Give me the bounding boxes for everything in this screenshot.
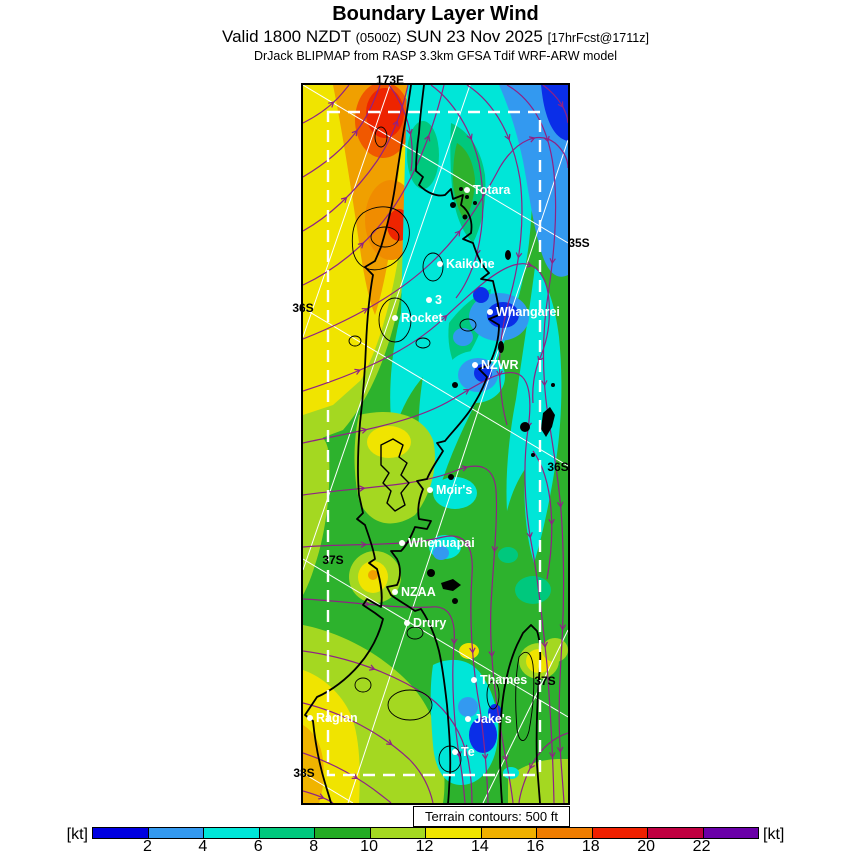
colorbar-tick: 2 xyxy=(142,838,152,855)
colorbar-segment xyxy=(592,828,648,838)
stream-arrow xyxy=(386,739,393,746)
stream-arrow xyxy=(557,501,564,509)
colorbar-segment xyxy=(481,828,537,838)
colorbar-tick: 10 xyxy=(360,838,378,855)
stream-arrow xyxy=(424,134,431,142)
stream-arrow xyxy=(351,773,359,780)
colorbar-segment xyxy=(204,828,260,838)
stream-arrow xyxy=(491,546,499,553)
valid-zulu: (0500Z) xyxy=(355,30,402,45)
stream-arrow xyxy=(357,242,365,249)
colorbar-segment xyxy=(648,828,704,838)
stream-arrow xyxy=(340,196,348,204)
colorbar-tick: 16 xyxy=(526,838,545,855)
stream-arrow xyxy=(360,541,367,548)
stream-arrow xyxy=(515,252,523,259)
wind-map xyxy=(301,83,570,805)
stream-arrow xyxy=(461,465,469,472)
graticule-lines xyxy=(303,85,568,803)
stream-arrow xyxy=(354,368,361,375)
forecast-cycle: [17hrFcst@1711z] xyxy=(547,31,649,45)
stream-arrow xyxy=(461,744,468,752)
colorbar-segment xyxy=(426,828,482,838)
stream-arrow xyxy=(556,746,564,754)
islands xyxy=(427,187,555,604)
stream-arrow xyxy=(361,427,368,434)
stream-arrow xyxy=(548,518,555,526)
wind-map-canvas xyxy=(303,85,568,803)
stream-arrow xyxy=(392,119,399,127)
stream-arrow xyxy=(557,101,564,108)
wind-field xyxy=(303,85,568,803)
stream-arrow xyxy=(559,624,567,631)
stream-arrow xyxy=(543,135,550,143)
stream-arrow xyxy=(328,101,335,108)
colorbar-segment xyxy=(259,828,315,838)
colorbar-unit-right: [kt] xyxy=(763,826,785,843)
stream-arrow xyxy=(504,133,511,141)
colorbar-segment xyxy=(93,828,149,838)
stream-arrow xyxy=(481,753,489,761)
stream-arrow xyxy=(369,664,376,671)
stream-arrow xyxy=(526,261,533,268)
colorbar-tick: 22 xyxy=(692,838,711,855)
valid-time-line: Valid 1800 NZDT (0500Z) SUN 23 Nov 2025 … xyxy=(110,27,761,48)
stream-arrow xyxy=(496,370,503,377)
stream-arrow xyxy=(502,754,509,762)
stream-arrow xyxy=(528,136,536,143)
colorbar-segment xyxy=(537,828,593,838)
colorbar-tick: 20 xyxy=(637,838,656,855)
stream-arrow xyxy=(463,388,470,395)
page-title: Boundary Layer Wind xyxy=(332,3,539,25)
colorbar-segment xyxy=(703,828,758,838)
colorbar-segment xyxy=(148,828,204,838)
stream-arrow xyxy=(351,129,358,137)
colorbar-unit-left: [kt] xyxy=(66,826,88,843)
stream-arrow xyxy=(441,314,448,322)
stream-arrow xyxy=(361,308,369,314)
colorbar-tick: 14 xyxy=(471,838,489,855)
coastline xyxy=(304,85,542,803)
colorbar-tick: 4 xyxy=(198,838,208,855)
colorbar-tick: 12 xyxy=(415,838,434,855)
stream-arrow xyxy=(541,380,548,387)
stream-arrow xyxy=(526,532,533,539)
colorbar-tick: 8 xyxy=(309,838,319,855)
domain-box xyxy=(326,110,542,777)
stream-arrow xyxy=(462,540,470,548)
colorbar-ticks: 2 4 6 8 10 12 14 16 18 20 22 xyxy=(92,838,757,858)
stream-arrow xyxy=(406,128,413,136)
stream-arrow xyxy=(466,133,473,141)
stream-arrow xyxy=(541,641,548,649)
stream-arrow xyxy=(488,651,495,658)
colorbar-tick: 18 xyxy=(581,838,600,855)
colorbar-tick: 6 xyxy=(253,838,263,855)
stream-arrow xyxy=(549,257,556,265)
stream-arrow xyxy=(450,638,458,645)
valid-date: SUN 23 Nov 2025 xyxy=(401,27,548,46)
stream-arrow xyxy=(529,762,536,770)
stream-arrow xyxy=(318,793,325,800)
graticule-label-35s: 35S xyxy=(568,236,590,250)
colorbar-segment xyxy=(370,828,426,838)
stream-arrow xyxy=(549,752,556,759)
colorbar-segment xyxy=(315,828,371,838)
stream-arrow xyxy=(359,485,366,492)
stream-arrow xyxy=(469,647,476,654)
stream-arrow xyxy=(454,230,461,237)
header: Boundary Layer Wind Valid 1800 NZDT (050… xyxy=(110,0,761,63)
stream-arrow xyxy=(537,355,544,363)
valid-prefix: Valid 1800 NZDT xyxy=(222,27,356,46)
model-line: DrJack BLIPMAP from RASP 3.3km GFSA Tdif… xyxy=(253,49,618,63)
terrain-note: Terrain contours: 500 ft xyxy=(413,806,570,827)
colorbar xyxy=(92,827,759,839)
terrain-contours xyxy=(348,126,535,773)
